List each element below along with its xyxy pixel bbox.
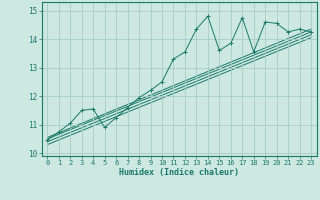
X-axis label: Humidex (Indice chaleur): Humidex (Indice chaleur)	[119, 168, 239, 177]
